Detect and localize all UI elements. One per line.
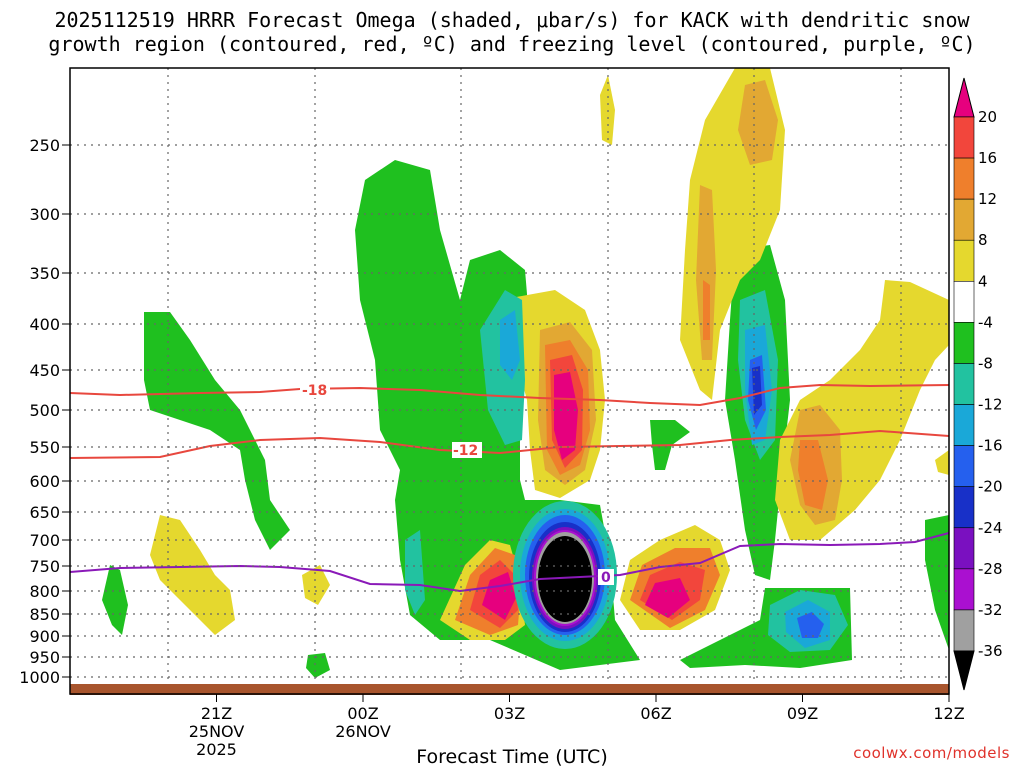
title-line-1: 2025112519 HRRR Forecast Omega (shaded, … bbox=[54, 8, 970, 32]
omega-region-orange bbox=[738, 80, 778, 165]
x-tick-year: 2025 bbox=[196, 740, 237, 759]
y-tick-label: 750 bbox=[29, 557, 60, 576]
y-tick-label: 250 bbox=[29, 136, 60, 155]
colorbar-label: 16 bbox=[978, 149, 997, 167]
colorbar-label: -24 bbox=[978, 519, 1003, 537]
colorbar-label: -4 bbox=[978, 313, 993, 331]
colorbar-swatch bbox=[953, 445, 975, 487]
omega-region-green bbox=[144, 312, 290, 550]
colorbar-swatch bbox=[953, 322, 975, 364]
colorbar-swatch bbox=[953, 363, 975, 405]
chart-title: 2025112519 HRRR Forecast Omega (shaded, … bbox=[0, 8, 1024, 56]
colorbar-top-arrow bbox=[953, 77, 975, 118]
colorbar-label: -28 bbox=[978, 560, 1003, 578]
title-line-2: growth region (contoured, red, ºC) and f… bbox=[48, 32, 976, 56]
colorbar-label: -12 bbox=[978, 396, 1003, 414]
y-tick-label: 550 bbox=[29, 438, 60, 457]
colorbar-label: -16 bbox=[978, 437, 1003, 455]
y-tick-label: 350 bbox=[29, 264, 60, 283]
site-credit[interactable]: coolwx.com/models bbox=[853, 744, 1010, 762]
x-tick-label: 12Z bbox=[933, 704, 964, 723]
dendritic-contour-minus18 bbox=[70, 383, 949, 407]
colorbar-swatch bbox=[953, 486, 975, 529]
y-tick-label: 400 bbox=[29, 315, 60, 334]
colorbar-swatch bbox=[953, 116, 975, 159]
x-tick-label: 06Z bbox=[640, 704, 671, 723]
dendritic-contour-minus12 bbox=[70, 429, 949, 459]
omega-region-green bbox=[102, 565, 128, 635]
colorbar-swatch bbox=[953, 281, 975, 323]
omega-region-darkblue bbox=[752, 366, 762, 415]
omega-region-green bbox=[306, 653, 330, 678]
colorbar-swatch bbox=[953, 198, 975, 241]
y-tick-label: 500 bbox=[29, 401, 60, 420]
omega-region-magenta bbox=[645, 578, 690, 618]
omega-region-orange bbox=[696, 185, 716, 360]
omega-region-magenta bbox=[554, 372, 578, 460]
omega-region-blue bbox=[797, 612, 824, 638]
colorbar-label: -32 bbox=[978, 601, 1003, 619]
colorbar-swatch bbox=[953, 609, 975, 652]
x-axis-label: Forecast Time (UTC) bbox=[416, 746, 608, 768]
omega-core-black bbox=[538, 536, 592, 622]
y-tick-label: 700 bbox=[29, 531, 60, 550]
colorbar-label: -8 bbox=[978, 354, 993, 372]
omega-region-orange bbox=[798, 440, 828, 510]
y-tick-label: 850 bbox=[29, 605, 60, 624]
colorbar-swatch bbox=[953, 239, 975, 282]
colorbar-swatch bbox=[953, 527, 975, 570]
colorbar-label: 20 bbox=[978, 108, 997, 126]
colorbar-label: -36 bbox=[978, 642, 1003, 660]
contour-label-minus12: -12 bbox=[453, 443, 478, 459]
colorbar-bottom-arrow bbox=[953, 650, 975, 691]
contour-label-zero: 0 bbox=[601, 570, 611, 586]
shaded-omega-field bbox=[70, 68, 949, 678]
y-tick-label: 300 bbox=[29, 205, 60, 224]
x-tick-date: 26NOV bbox=[335, 722, 391, 741]
ground-strip bbox=[70, 684, 949, 695]
omega-region-green bbox=[925, 515, 949, 650]
x-tick-label: 03Z bbox=[494, 704, 525, 723]
omega-region-yellow bbox=[150, 515, 235, 635]
y-tick-label: 450 bbox=[29, 361, 60, 380]
colorbar-label: 12 bbox=[978, 190, 997, 208]
y-tick-label: 600 bbox=[29, 472, 60, 491]
colorbar-swatch bbox=[953, 157, 975, 200]
omega-region-yellow bbox=[302, 565, 330, 605]
y-tick-label: 1000 bbox=[19, 668, 60, 687]
colorbar-label: 4 bbox=[978, 272, 988, 290]
contour-label-minus18: -18 bbox=[302, 383, 327, 399]
contour-labels: -18 -12 0 bbox=[300, 382, 614, 586]
x-tick-date: 25NOV bbox=[189, 722, 245, 741]
y-tick-label: 650 bbox=[29, 503, 60, 522]
omega-region-teal bbox=[405, 530, 425, 615]
colorbar-label: -20 bbox=[978, 478, 1003, 496]
colorbar-swatch bbox=[953, 568, 975, 611]
y-tick-label: 800 bbox=[29, 582, 60, 601]
x-tick-label: 00Z bbox=[347, 704, 378, 723]
x-tick-label: 21Z bbox=[201, 704, 232, 723]
colorbar-swatch bbox=[953, 404, 975, 446]
colorbar-label: 8 bbox=[978, 231, 988, 249]
y-tick-label: 950 bbox=[29, 648, 60, 667]
x-tick-label: 09Z bbox=[787, 704, 818, 723]
y-axis: 250 300 350 400 450 500 550 600 650 700 750 800 850 9… bbox=[19, 136, 70, 687]
omega-region-yellow bbox=[935, 450, 949, 475]
omega-region-cyan bbox=[500, 310, 520, 380]
colorbar: 20 16 12 8 4 -4 -8 -12 -16 -20 -24 -28 -32 -36 bbox=[953, 77, 1003, 691]
y-tick-label: 900 bbox=[29, 627, 60, 646]
omega-region-orange bbox=[703, 280, 710, 340]
